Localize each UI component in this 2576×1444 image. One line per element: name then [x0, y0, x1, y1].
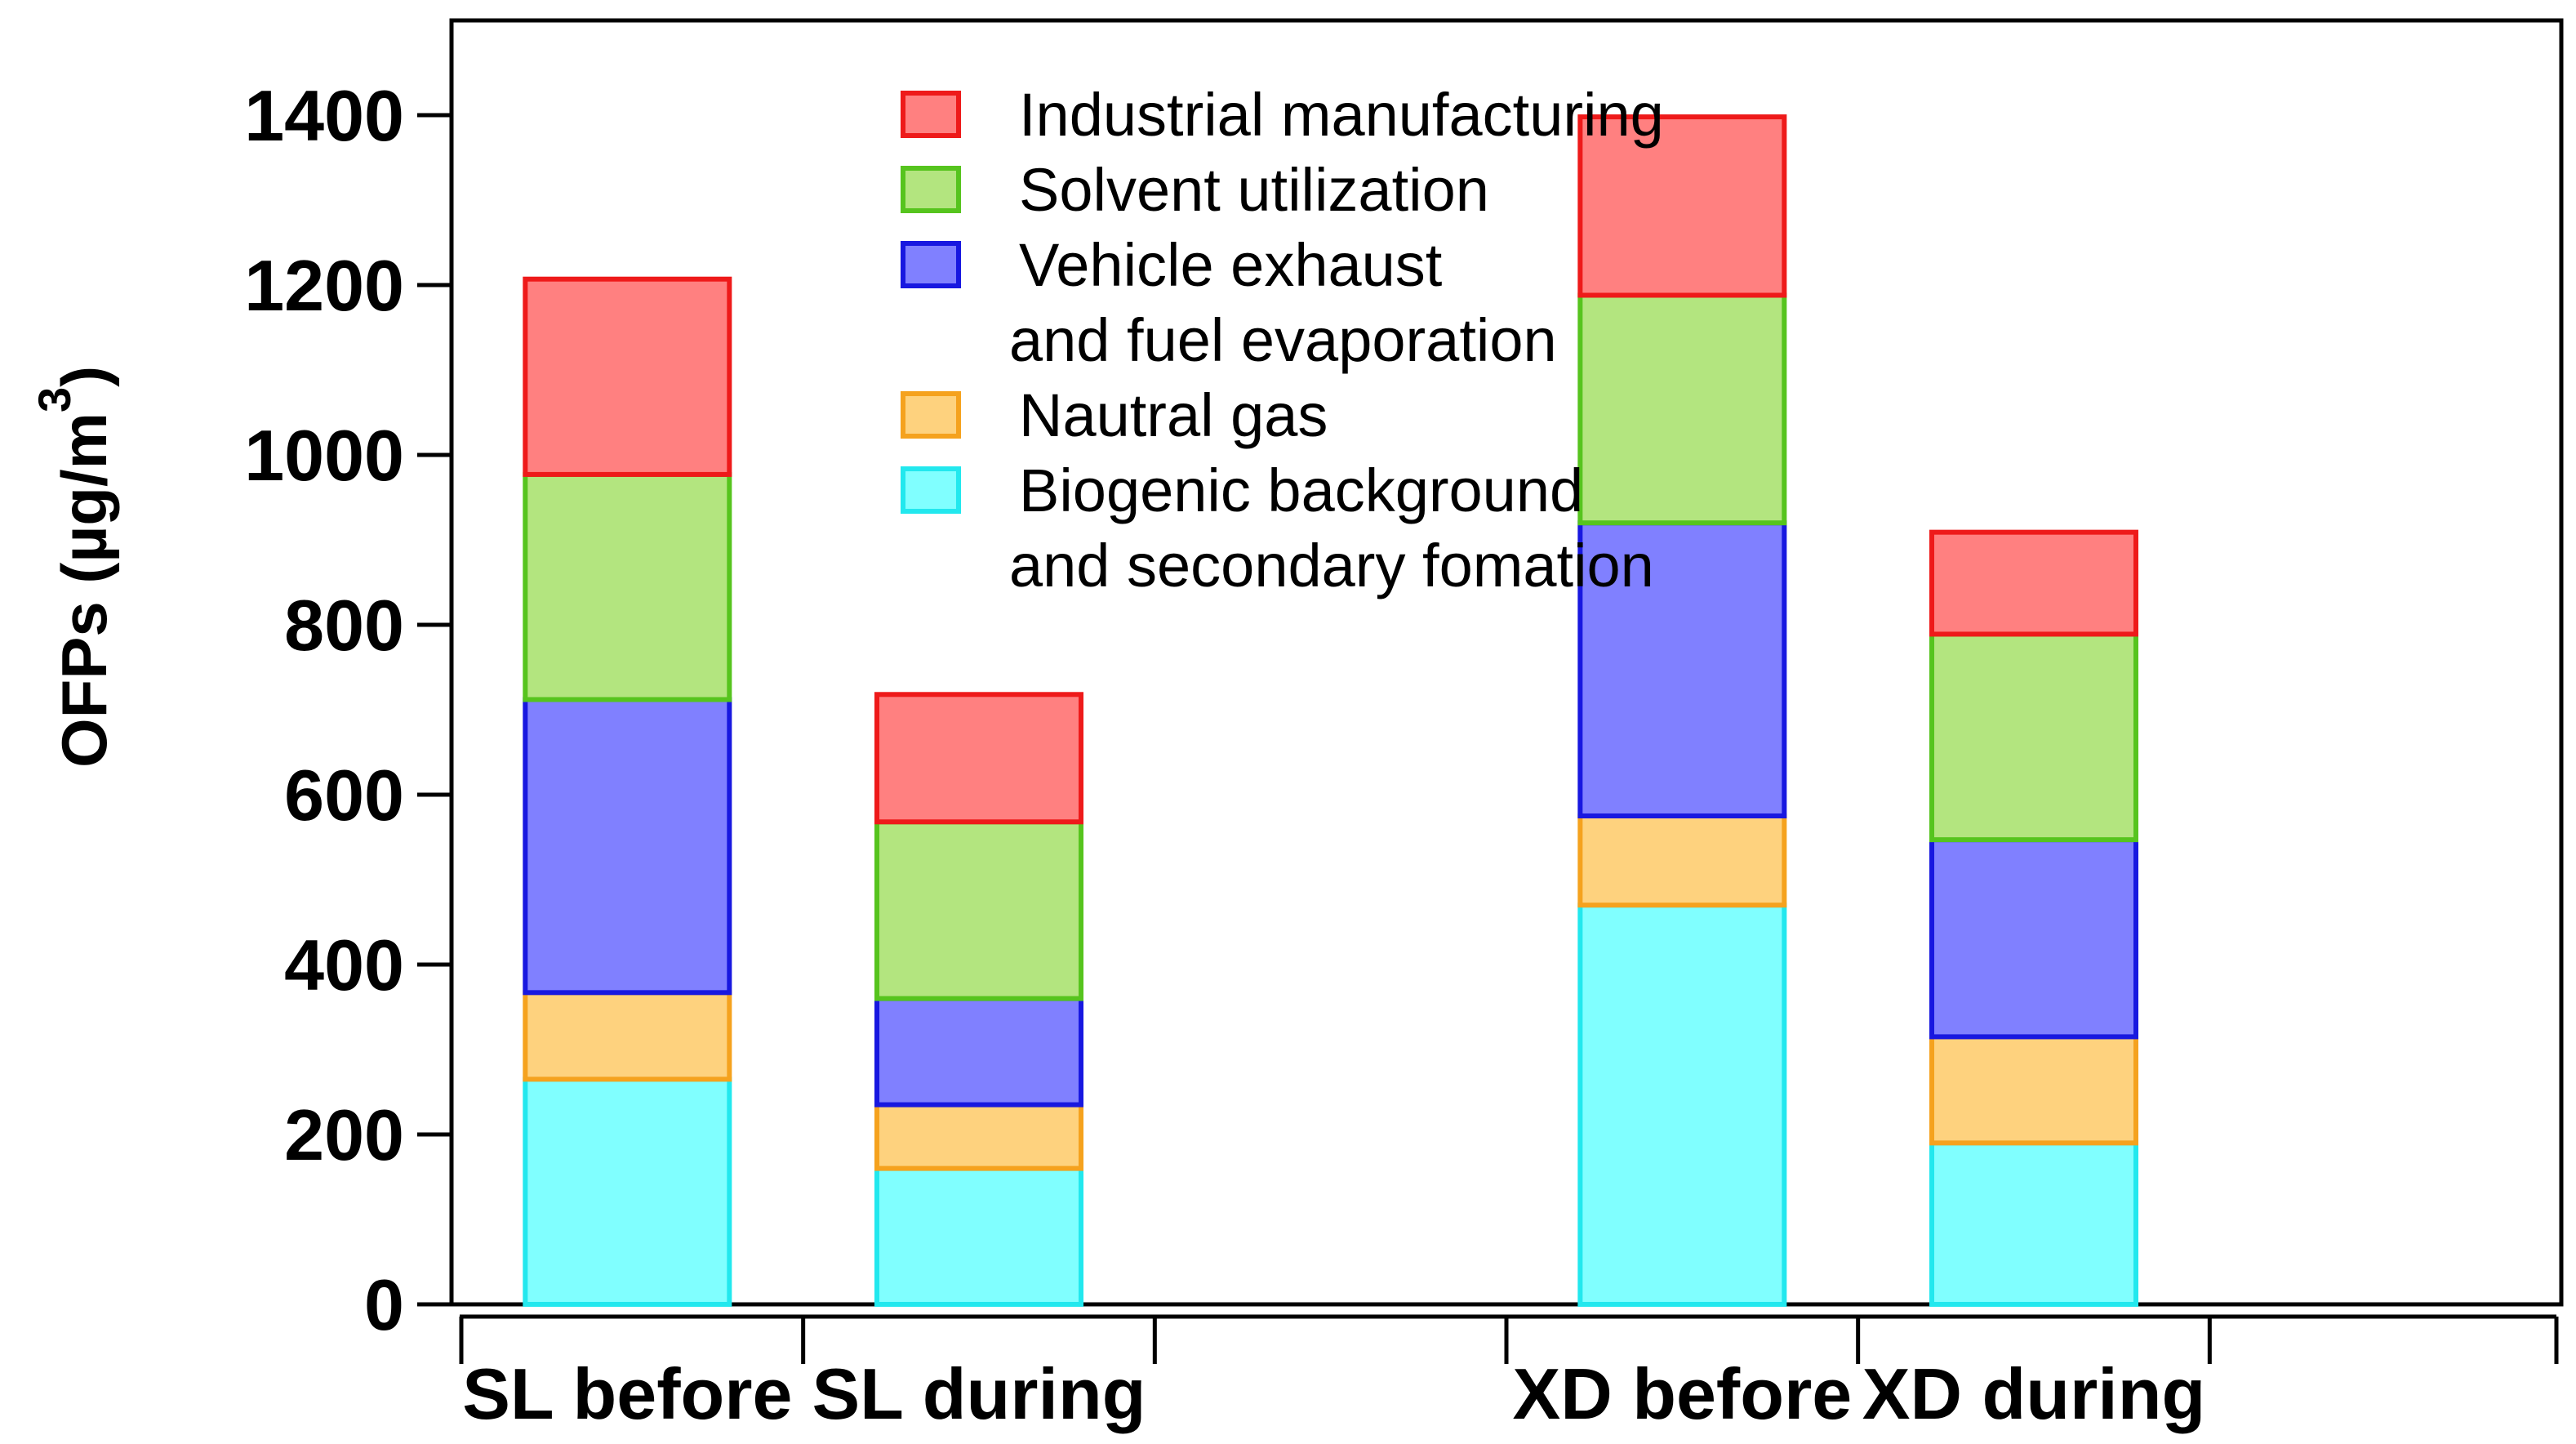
bar-segment — [1577, 520, 1787, 818]
y-tick-label: 200 — [284, 1094, 404, 1175]
legend-label: Vehicle exhaust — [1019, 231, 1443, 299]
legend-label: Solvent utilization — [1019, 156, 1489, 224]
x-tick-label: SL before — [462, 1353, 792, 1434]
bar-segment — [1577, 902, 1787, 1307]
bar-segment — [1929, 1034, 2138, 1146]
bar-segment — [523, 1076, 732, 1308]
bar-segment — [874, 819, 1083, 1001]
x-tick-label: XD before — [1513, 1353, 1853, 1434]
x-tick-label: XD during — [1862, 1353, 2205, 1434]
bar-segment — [1929, 837, 2138, 1040]
legend-swatch — [901, 166, 961, 213]
legend-swatch — [901, 466, 961, 514]
y-tick-label: 1400 — [244, 75, 404, 156]
bar-segment — [523, 471, 732, 702]
legend-swatch — [901, 241, 961, 288]
bar-segment — [1929, 631, 2138, 843]
bar-segment — [1577, 114, 1787, 298]
bar-segment — [1929, 529, 2138, 637]
y-axis-title-superscript: 3 — [29, 387, 80, 412]
legend-label-line2: and fuel evaporation — [1009, 306, 1557, 374]
bar-segment — [874, 996, 1083, 1108]
y-axis-title-close: ) — [48, 366, 120, 387]
bar-segment — [1577, 292, 1787, 526]
y-axis-title: OFPs (µg/m3) — [29, 366, 120, 768]
bar-segment — [523, 697, 732, 996]
bar-segment — [874, 1102, 1083, 1171]
legend-swatch — [901, 391, 961, 439]
axes-layer: 0 200 400 600 800 1000 1200 1400 SL before SL dur… — [244, 18, 2564, 1434]
legend: Industrial manufacturing Solvent utilizat… — [901, 81, 1664, 599]
legend-swatch — [901, 91, 961, 138]
legend-label: Industrial manufacturing — [1019, 81, 1664, 149]
y-tick-label: 1000 — [244, 415, 404, 496]
bar-segment — [1577, 813, 1787, 908]
bars-layer — [523, 114, 2138, 1308]
plot-frame — [449, 18, 2564, 1307]
y-tick-label: 0 — [364, 1264, 404, 1345]
y-axis-title-text: OFPs (µg/m — [48, 412, 120, 768]
bar-segment — [874, 1165, 1083, 1307]
y-tick-label: 800 — [284, 585, 404, 666]
legend-label: Biogenic background — [1019, 457, 1583, 524]
y-tick-label: 1200 — [244, 245, 404, 326]
y-tick-label: 400 — [284, 925, 404, 1005]
bar-segment — [523, 276, 732, 477]
legend-label-line2: and secondary fomation — [1009, 532, 1654, 599]
bar-segment — [1929, 1140, 2138, 1308]
x-tick-label: SL during — [812, 1353, 1146, 1434]
legend-label: Nautral gas — [1019, 381, 1328, 449]
bar-segment — [523, 990, 732, 1082]
y-tick-label: 600 — [284, 755, 404, 836]
bar-segment — [874, 692, 1083, 825]
